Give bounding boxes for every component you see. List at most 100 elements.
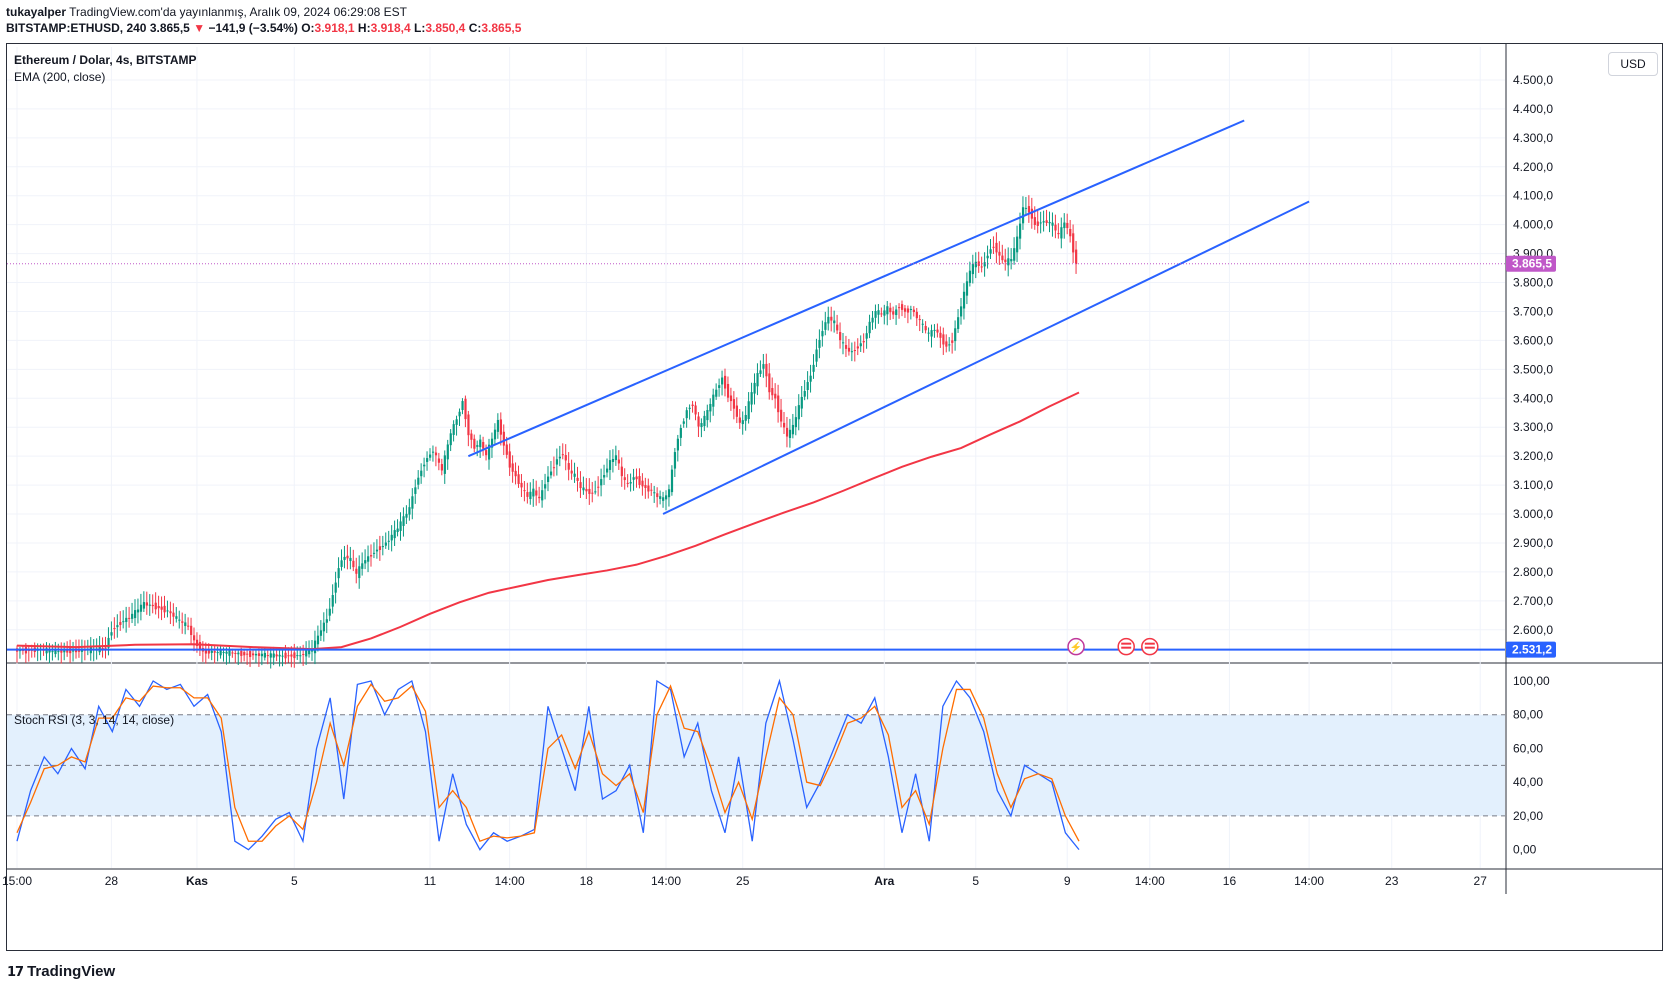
candle-body	[977, 261, 980, 266]
us-flag-stripe	[1144, 642, 1155, 645]
candle-body	[603, 475, 606, 478]
candle-body	[933, 329, 936, 331]
candle-body	[402, 516, 405, 526]
candle-body	[697, 416, 700, 427]
candle-body	[231, 652, 234, 654]
candle-body	[815, 349, 818, 362]
candle-body	[564, 455, 567, 461]
candle-body	[266, 655, 269, 657]
candle-body	[496, 419, 500, 432]
candle-body	[119, 622, 122, 625]
candle-body	[461, 401, 464, 411]
candle-body	[924, 325, 927, 331]
last-price: 3.865,5	[149, 21, 190, 35]
candle-body	[290, 654, 293, 657]
candle-body	[535, 490, 538, 496]
candle-body	[974, 261, 977, 268]
price-tick-label: 4.000,0	[1513, 218, 1553, 232]
candle-body	[903, 308, 907, 312]
candle-body	[762, 364, 765, 369]
candle-body	[331, 595, 334, 607]
stoch-d-line	[16, 683, 1080, 843]
candle-body	[785, 427, 789, 437]
symbol-bar: BITSTAMP:ETHUSD, 240 3.865,5 ▼ −141,9 (−…	[6, 21, 521, 35]
candle-body	[685, 410, 688, 419]
currency-button[interactable]: USD	[1608, 52, 1658, 76]
candle-body	[275, 654, 278, 657]
candle-body	[169, 611, 172, 614]
candle-body	[827, 316, 830, 324]
candle-body	[812, 364, 815, 372]
candle-body	[319, 630, 323, 636]
candle-body	[334, 582, 337, 593]
candle-body	[611, 459, 615, 462]
candle-body	[142, 602, 146, 609]
candle-body	[718, 385, 721, 388]
candle-body	[842, 342, 845, 344]
time-tick-label: 11	[424, 874, 437, 888]
candle-body	[600, 479, 603, 486]
candle-body	[641, 480, 644, 487]
candle-body	[278, 654, 281, 657]
candle-body	[883, 310, 886, 316]
candle-body	[104, 647, 107, 649]
candle-body	[868, 321, 871, 334]
candle-body	[1036, 221, 1039, 226]
candle-body	[482, 441, 485, 449]
candle-body	[588, 488, 591, 494]
candle-body	[370, 555, 373, 557]
candle-body	[960, 306, 963, 317]
time-tick-label: 14:00	[495, 874, 525, 888]
candle-body	[488, 444, 491, 460]
candle-body	[452, 424, 455, 435]
price-tick-label: 2.900,0	[1513, 536, 1553, 550]
candle-body	[57, 651, 60, 653]
stoch-tick-label: 60,00	[1513, 741, 1543, 755]
candle-body	[1048, 221, 1051, 224]
candle-body	[476, 445, 479, 447]
candle-body	[113, 628, 116, 630]
time-tick-label: 27	[1474, 874, 1488, 888]
price-tick-label: 4.300,0	[1513, 131, 1553, 145]
candle-body	[712, 394, 715, 407]
candle-body	[1013, 248, 1016, 261]
support-price-tag: 2.531,2	[1512, 643, 1552, 657]
candle-body	[387, 540, 390, 542]
us-flag-stripe	[1144, 646, 1155, 649]
time-tick-label: 15:00	[2, 874, 32, 888]
candle-body	[502, 431, 505, 446]
candle-body	[529, 491, 532, 500]
candle-body	[844, 345, 848, 349]
candle-body	[729, 395, 733, 402]
candle-body	[372, 552, 376, 554]
candle-body	[517, 474, 520, 484]
candle-body	[420, 470, 423, 477]
candle-body	[921, 323, 924, 325]
candle-body	[1010, 259, 1013, 262]
candle-body	[352, 560, 355, 568]
candle-body	[490, 438, 494, 448]
candle-body	[308, 650, 311, 655]
candle-body	[703, 415, 706, 427]
candle-body	[659, 496, 662, 499]
time-tick-label: 25	[736, 874, 750, 888]
candle-body	[511, 463, 514, 472]
candle-body	[293, 652, 296, 659]
candle-body	[644, 485, 647, 488]
candle-body	[281, 655, 284, 657]
candle-body	[302, 654, 305, 656]
time-tick-label: 5	[291, 874, 298, 888]
candle-body	[358, 566, 361, 579]
price-tick-label: 3.100,0	[1513, 478, 1553, 492]
candle-body	[260, 653, 264, 657]
brand-logo: 𝟭𝟳 TradingView	[7, 963, 115, 980]
candle-body	[440, 464, 443, 471]
brand-name: TradingView	[27, 963, 116, 980]
candle-body	[325, 619, 328, 623]
price-tick-label: 4.200,0	[1513, 160, 1553, 174]
price-tick-label: 3.600,0	[1513, 333, 1553, 347]
candle-body	[547, 476, 550, 483]
change: −141,9 (−3.54%)	[208, 21, 298, 35]
candle-body	[446, 444, 449, 460]
